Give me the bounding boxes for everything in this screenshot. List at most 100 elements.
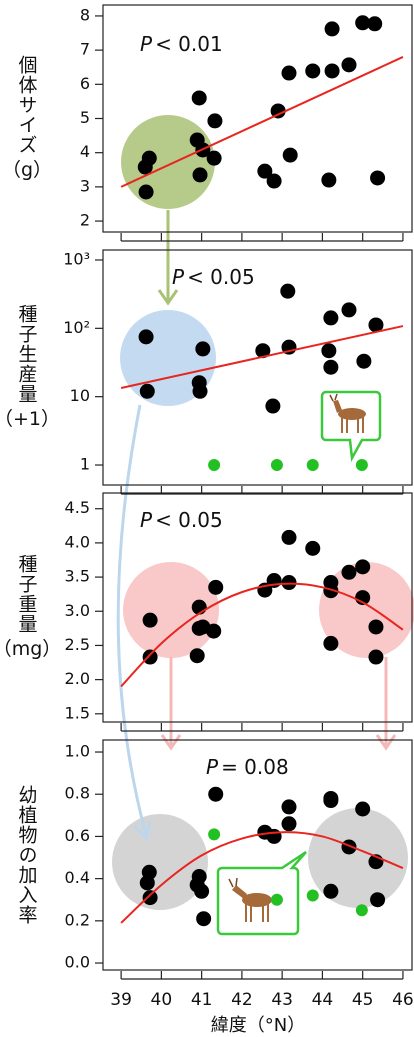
data-point [323, 360, 338, 375]
deer-bubble [322, 392, 380, 458]
data-point [305, 541, 320, 556]
x-tick-label: 41 [191, 990, 213, 1010]
y-tick-label: 8 [80, 5, 90, 24]
data-point [368, 619, 383, 634]
y-tick-label: 4.0 [65, 532, 90, 551]
data-point [307, 890, 319, 902]
x-tick-label: 46 [392, 990, 414, 1010]
data-point [208, 828, 220, 840]
y-tick-label: 2.5 [65, 635, 90, 654]
arrow [377, 657, 395, 748]
data-point [140, 384, 155, 399]
arrow [159, 210, 177, 303]
data-point [325, 63, 340, 78]
y-tick-label: 3 [80, 176, 90, 195]
y-tick-label: 10² [63, 318, 90, 337]
p-symbol: P [140, 508, 153, 532]
data-point [206, 624, 221, 639]
y-tick-label: 7 [80, 40, 90, 59]
data-point [341, 302, 356, 317]
data-point [356, 354, 371, 369]
y-title-main: 幼植物の加入率 [14, 785, 41, 925]
data-point [193, 167, 208, 182]
y-tick-label: 10 [70, 386, 90, 405]
data-point [355, 802, 370, 817]
p-symbol: P [140, 32, 153, 56]
data-point [267, 829, 282, 844]
data-point [271, 459, 283, 471]
p-symbol: P [206, 755, 219, 779]
y-title-main: 種子生産量 [14, 304, 41, 404]
data-point [265, 399, 280, 414]
x-tick-label: 42 [231, 990, 253, 1010]
data-point [282, 799, 297, 814]
chart: 2345678P< 0.0110³10²101P< 0.051.52.02.53… [0, 0, 414, 1037]
group-circle [121, 115, 215, 209]
data-point [307, 459, 319, 471]
x-tick-label: 40 [151, 990, 173, 1010]
data-point [370, 892, 385, 907]
data-point [207, 151, 222, 166]
data-point [192, 90, 207, 105]
arrow [162, 657, 180, 748]
data-point [139, 185, 154, 200]
p-symbol: P [172, 265, 185, 289]
y-title-unit: （g） [2, 155, 52, 182]
x-tick-label: 39 [110, 990, 132, 1010]
data-point [143, 890, 158, 905]
data-point [194, 884, 209, 899]
data-point [143, 613, 158, 628]
deer-bubble [218, 852, 306, 934]
y-tick-label: 0.0 [65, 953, 90, 972]
p-text: < 0.01 [155, 32, 223, 56]
data-point [323, 884, 338, 899]
data-point [267, 174, 282, 189]
data-point [190, 648, 205, 663]
data-point [139, 329, 154, 344]
y-axis-title: 種子生産量（+1） [0, 250, 54, 485]
y-tick-label: 1.0 [65, 742, 90, 761]
data-point [367, 16, 382, 31]
y-tick-label: 2 [80, 211, 90, 230]
data-point [341, 57, 356, 72]
y-tick-label: 0.6 [65, 826, 90, 845]
p-value: P< 0.05 [140, 508, 223, 532]
y-axis-title: 幼植物の加入率 [0, 740, 54, 970]
y-tick-label: 10³ [63, 249, 90, 268]
p-value: P< 0.05 [172, 265, 255, 289]
data-point [208, 787, 223, 802]
data-point [143, 650, 158, 665]
data-point [323, 636, 338, 651]
y-title-unit: （mg） [0, 634, 61, 661]
data-point [282, 575, 297, 590]
data-point [282, 530, 297, 545]
x-tick-label: 44 [312, 990, 334, 1010]
data-point [208, 580, 223, 595]
y-axis-title: 種子重量（mg） [0, 493, 54, 722]
x-tick-label: 43 [271, 990, 293, 1010]
p-text: < 0.05 [187, 265, 255, 289]
y-tick-label: 5 [80, 108, 90, 127]
data-point [368, 650, 383, 665]
data-point [323, 310, 338, 325]
data-point [341, 565, 356, 580]
y-tick-label: 1.5 [65, 703, 90, 722]
y-title-main: 種子重量 [14, 554, 41, 634]
data-point [356, 459, 368, 471]
y-tick-label: 4 [80, 142, 90, 161]
y-tick-label: 1 [80, 455, 90, 474]
p-text: = 0.08 [221, 755, 289, 779]
data-point [280, 284, 295, 299]
data-point [283, 148, 298, 163]
p-text: < 0.05 [155, 508, 223, 532]
data-point [370, 170, 385, 185]
data-point [208, 459, 220, 471]
data-point [325, 21, 340, 36]
y-axis-title: 個体サイズ（g） [0, 5, 54, 232]
data-point [142, 151, 157, 166]
data-point [323, 793, 338, 808]
p-value: P= 0.08 [206, 755, 289, 779]
data-point [356, 904, 368, 916]
y-tick-label: 6 [80, 74, 90, 93]
page: {"chart_data": [ {"type": "scatter", "yl… [0, 0, 414, 1037]
